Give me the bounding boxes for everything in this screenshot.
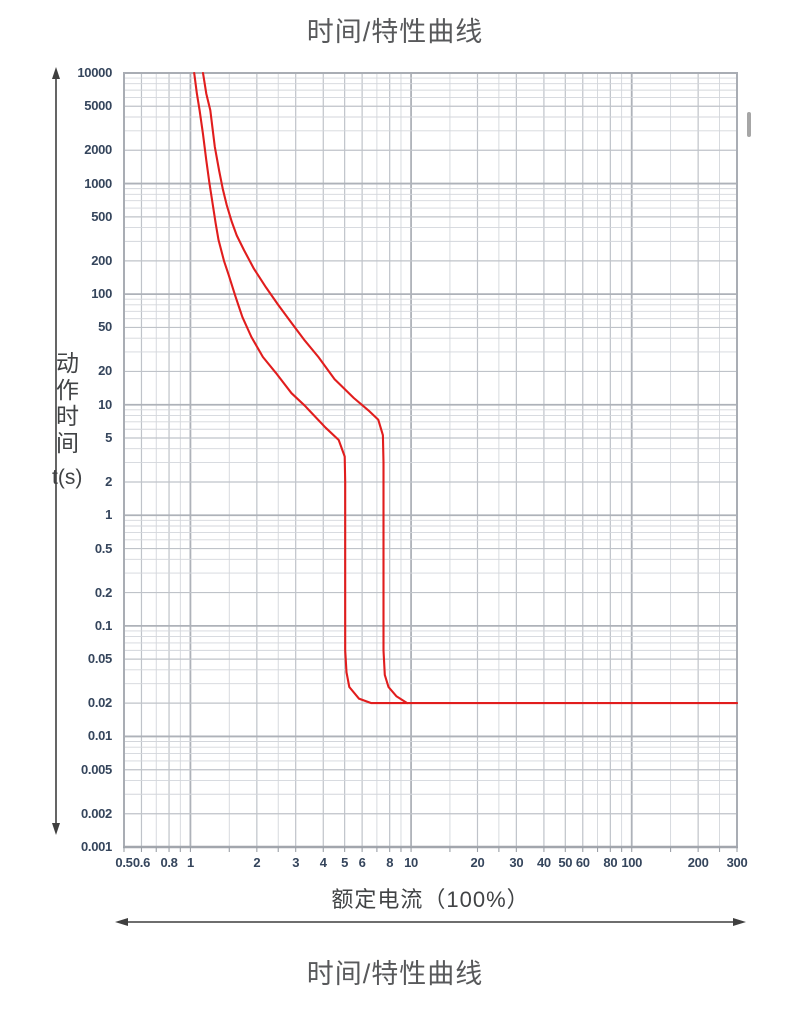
x-tick-label: 50 [558, 855, 573, 870]
y-tick-label: 2000 [84, 142, 112, 158]
y-axis-label-char: 间 [56, 429, 79, 456]
y-axis-label-char: 时 [56, 403, 79, 429]
x-tick-label: 1 [186, 855, 194, 870]
y-tick-label: 0.001 [80, 839, 112, 854]
arrow-right-icon [733, 918, 746, 926]
y-tick-label: 1 [105, 507, 112, 523]
y-tick-label: 100 [91, 286, 112, 302]
x-axis-label: 额定电流（100%） [331, 887, 530, 912]
y-tick-label: 0.002 [80, 805, 112, 821]
chart-title-top: 时间/特性曲线 [306, 17, 484, 47]
arrow-down-icon [52, 823, 60, 835]
y-tick-label: 0.05 [87, 651, 112, 667]
trip-curves [193, 71, 739, 705]
x-tick-label: 0.6 [132, 855, 151, 870]
y-tick-label: 5 [105, 429, 112, 445]
x-tick-label: 60 [575, 855, 590, 870]
x-tick-label: 0.5 [115, 855, 133, 870]
x-tick-label: 6 [358, 855, 366, 870]
y-axis-unit-label: t(s) [52, 466, 83, 489]
x-tick-label: 300 [726, 855, 748, 870]
y-tick-label: 0.1 [94, 617, 112, 633]
x-tick-label: 5 [341, 855, 349, 870]
y-axis-label-char: 动 [56, 350, 79, 376]
x-tick-label: 4 [319, 855, 327, 870]
x-tick-label: 2 [253, 855, 261, 870]
arrow-left-icon [115, 918, 128, 926]
x-tick-label: 40 [536, 855, 551, 870]
x-tick-label: 100 [621, 855, 643, 870]
y-tick-label: 10000 [77, 65, 112, 80]
x-tick-label: 20 [470, 855, 485, 870]
y-tick-label: 0.2 [94, 584, 112, 600]
y-axis-label-char: 作 [56, 376, 79, 403]
y-tick-label: 0.005 [80, 761, 112, 777]
x-tick-label: 80 [603, 855, 618, 870]
y-tick-label: 20 [98, 363, 112, 379]
x-tick-label: 10 [404, 855, 418, 870]
trip-curve-max [201, 71, 409, 705]
y-tick-label: 10 [98, 396, 112, 412]
arrow-up-icon [52, 67, 60, 79]
x-tick-label: 3 [292, 855, 300, 870]
axis-range-arrows [52, 67, 746, 926]
x-tick-label: 30 [509, 855, 524, 870]
x-tick-label: 8 [386, 855, 394, 870]
y-tick-label: 50 [98, 319, 112, 335]
axis-tick-marks [123, 847, 738, 852]
grid-lines [123, 72, 738, 849]
y-tick-label: 5000 [84, 98, 112, 114]
y-tick-label: 2 [105, 474, 112, 489]
y-tick-label: 500 [91, 208, 112, 224]
x-tick-label: 200 [687, 855, 709, 870]
y-tick-label: 200 [91, 252, 112, 268]
trip-curve-min [193, 71, 739, 705]
y-axis-label: 动 作 时 间 [56, 350, 86, 456]
y-tick-label: 0.5 [94, 540, 112, 556]
y-tick-label: 1000 [84, 175, 112, 191]
scrollbar-thumb[interactable] [747, 112, 751, 137]
x-tick-label: 0.8 [160, 855, 178, 870]
y-tick-label: 0.02 [87, 695, 112, 711]
chart-title-bottom: 时间/特性曲线 [306, 959, 484, 989]
y-tick-label: 0.01 [87, 728, 112, 744]
plot-border [123, 72, 738, 848]
